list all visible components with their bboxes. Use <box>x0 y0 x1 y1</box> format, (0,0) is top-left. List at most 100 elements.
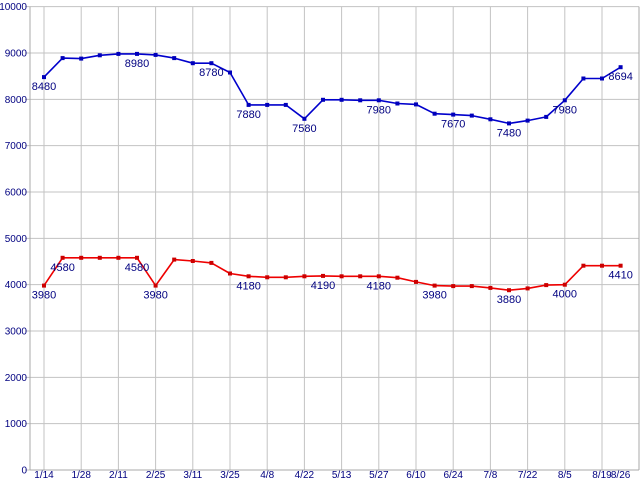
lower-red-series-point-marker <box>618 263 623 268</box>
lower-red-series-point-marker <box>469 284 474 289</box>
upper-blue-series-point-marker <box>339 97 344 102</box>
upper-blue-series-point-marker <box>581 76 586 81</box>
upper-blue-series-point-marker <box>116 51 121 56</box>
upper-blue-series-point-marker <box>60 56 65 61</box>
upper-blue-series-point-marker <box>451 112 456 117</box>
lower-red-series-point-marker <box>544 283 549 288</box>
upper-blue-series-point-marker <box>507 121 511 126</box>
x-tick-label: 2/25 <box>146 470 166 480</box>
x-tick-label: 6/24 <box>443 470 463 480</box>
lower-red-series-point-marker <box>600 263 604 268</box>
lower-red-series-point-marker <box>190 259 195 263</box>
lower-red-series-data-label: 3980 <box>143 290 167 302</box>
upper-blue-series-point-marker <box>600 76 604 81</box>
x-tick-label: 3/25 <box>220 470 240 480</box>
x-tick-label: 7/8 <box>483 470 497 480</box>
y-tick-label: 9000 <box>5 49 28 60</box>
upper-blue-series-point-marker <box>395 101 400 106</box>
lower-red-series-point-marker <box>562 282 567 287</box>
upper-blue-series-data-label: 7480 <box>497 127 521 139</box>
y-tick-label: 2000 <box>5 373 28 384</box>
lower-red-series-point-marker <box>172 257 177 262</box>
upper-blue-series-point-marker <box>135 51 139 56</box>
y-tick-label: 8000 <box>5 95 28 106</box>
x-tick-label: 7/22 <box>518 470 538 480</box>
x-tick-label: 4/8 <box>260 470 274 480</box>
x-tick-label: 5/27 <box>369 470 389 480</box>
x-tick-label: 1/14 <box>34 470 54 480</box>
lower-red-series-point-marker <box>97 255 102 260</box>
upper-blue-series-data-label: 7580 <box>292 123 316 135</box>
lower-red-series-data-label: 3980 <box>32 290 56 302</box>
upper-blue-series-data-label: 8480 <box>32 81 56 93</box>
lower-red-series-data-label: 4410 <box>608 270 632 282</box>
lower-red-series-data-label: 3880 <box>497 294 521 306</box>
upper-blue-series-data-label: 8980 <box>125 58 149 70</box>
x-tick-label: 1/28 <box>71 470 91 480</box>
lower-red-series-point-marker <box>525 286 530 291</box>
x-tick-label: 3/11 <box>183 470 202 480</box>
lower-red-series-point-marker <box>488 285 493 290</box>
x-tick-label: 8/19 <box>592 470 612 480</box>
lower-red-series-point-marker <box>507 288 511 293</box>
lower-red-series-point-marker <box>339 274 344 279</box>
lower-red-series-point-marker <box>376 274 381 279</box>
y-tick-label: 4000 <box>5 280 28 291</box>
lower-red-series-point-marker <box>451 284 456 289</box>
upper-blue-series-point-marker <box>302 116 307 121</box>
upper-blue-series-point-marker <box>97 53 102 58</box>
y-tick-label: 10000 <box>0 2 27 13</box>
x-tick-label: 8/5 <box>558 470 572 480</box>
lower-red-series-point-marker <box>395 275 400 280</box>
y-tick-label: 7000 <box>5 141 28 152</box>
lower-red-series-data-label: 4190 <box>311 280 335 292</box>
y-tick-label: 6000 <box>5 188 28 199</box>
x-tick-label: 5/13 <box>332 470 352 480</box>
lower-red-series-point-marker <box>358 274 363 279</box>
upper-blue-series-point-marker <box>469 113 474 118</box>
x-tick-label: 6/10 <box>406 470 426 480</box>
y-tick-label: 3000 <box>5 327 28 338</box>
lower-red-series-point-marker <box>79 255 84 260</box>
upper-blue-series-data-label: 7880 <box>236 109 260 121</box>
upper-blue-series-point-marker <box>358 98 363 103</box>
y-tick-label: 5000 <box>5 234 28 245</box>
upper-blue-series-point-marker <box>321 97 325 102</box>
upper-blue-series-point-marker <box>283 102 288 107</box>
upper-blue-series-data-label: 7980 <box>367 104 391 116</box>
x-tick-label: 4/22 <box>295 470 315 480</box>
upper-blue-series-point-marker <box>525 118 530 123</box>
upper-blue-series-point-marker <box>432 111 437 116</box>
upper-blue-series-point-marker <box>414 102 418 107</box>
lower-red-series-data-label: 4580 <box>50 262 74 274</box>
lower-red-series-point-marker <box>321 273 325 278</box>
upper-blue-series-line <box>43 53 622 125</box>
y-tick-label: 0 <box>21 466 27 477</box>
lower-red-series-line <box>43 256 621 292</box>
lower-red-series-point-marker <box>60 255 65 260</box>
lower-red-series-point-marker <box>432 283 437 288</box>
lower-red-series-data-label: 4000 <box>553 289 577 301</box>
lower-red-series-point-marker <box>246 274 251 279</box>
upper-blue-series-point-marker <box>172 56 177 61</box>
lower-red-series-point-marker <box>283 275 288 280</box>
lower-red-series-data-label: 3980 <box>422 290 446 302</box>
upper-blue-series-point-marker <box>209 61 214 66</box>
upper-blue-series-point-marker <box>79 56 84 61</box>
lower-red-series-point-marker <box>414 279 418 284</box>
y-tick-label: 1000 <box>5 419 28 430</box>
lower-red-series-point-marker <box>302 274 307 279</box>
lower-red-series-point-marker <box>116 255 121 260</box>
lower-red-series-data-label: 4580 <box>125 262 149 274</box>
upper-blue-series-point-marker <box>153 52 158 57</box>
upper-blue-series-data-label: 7980 <box>553 104 577 116</box>
lower-red-series-data-label: 4180 <box>236 280 260 292</box>
upper-blue-series-point-marker <box>228 70 232 75</box>
upper-blue-series-point-marker <box>618 65 623 70</box>
upper-blue-series-point-marker <box>246 102 251 107</box>
lower-red-series-point-marker <box>153 283 158 288</box>
upper-blue-series-point-marker <box>562 98 567 103</box>
